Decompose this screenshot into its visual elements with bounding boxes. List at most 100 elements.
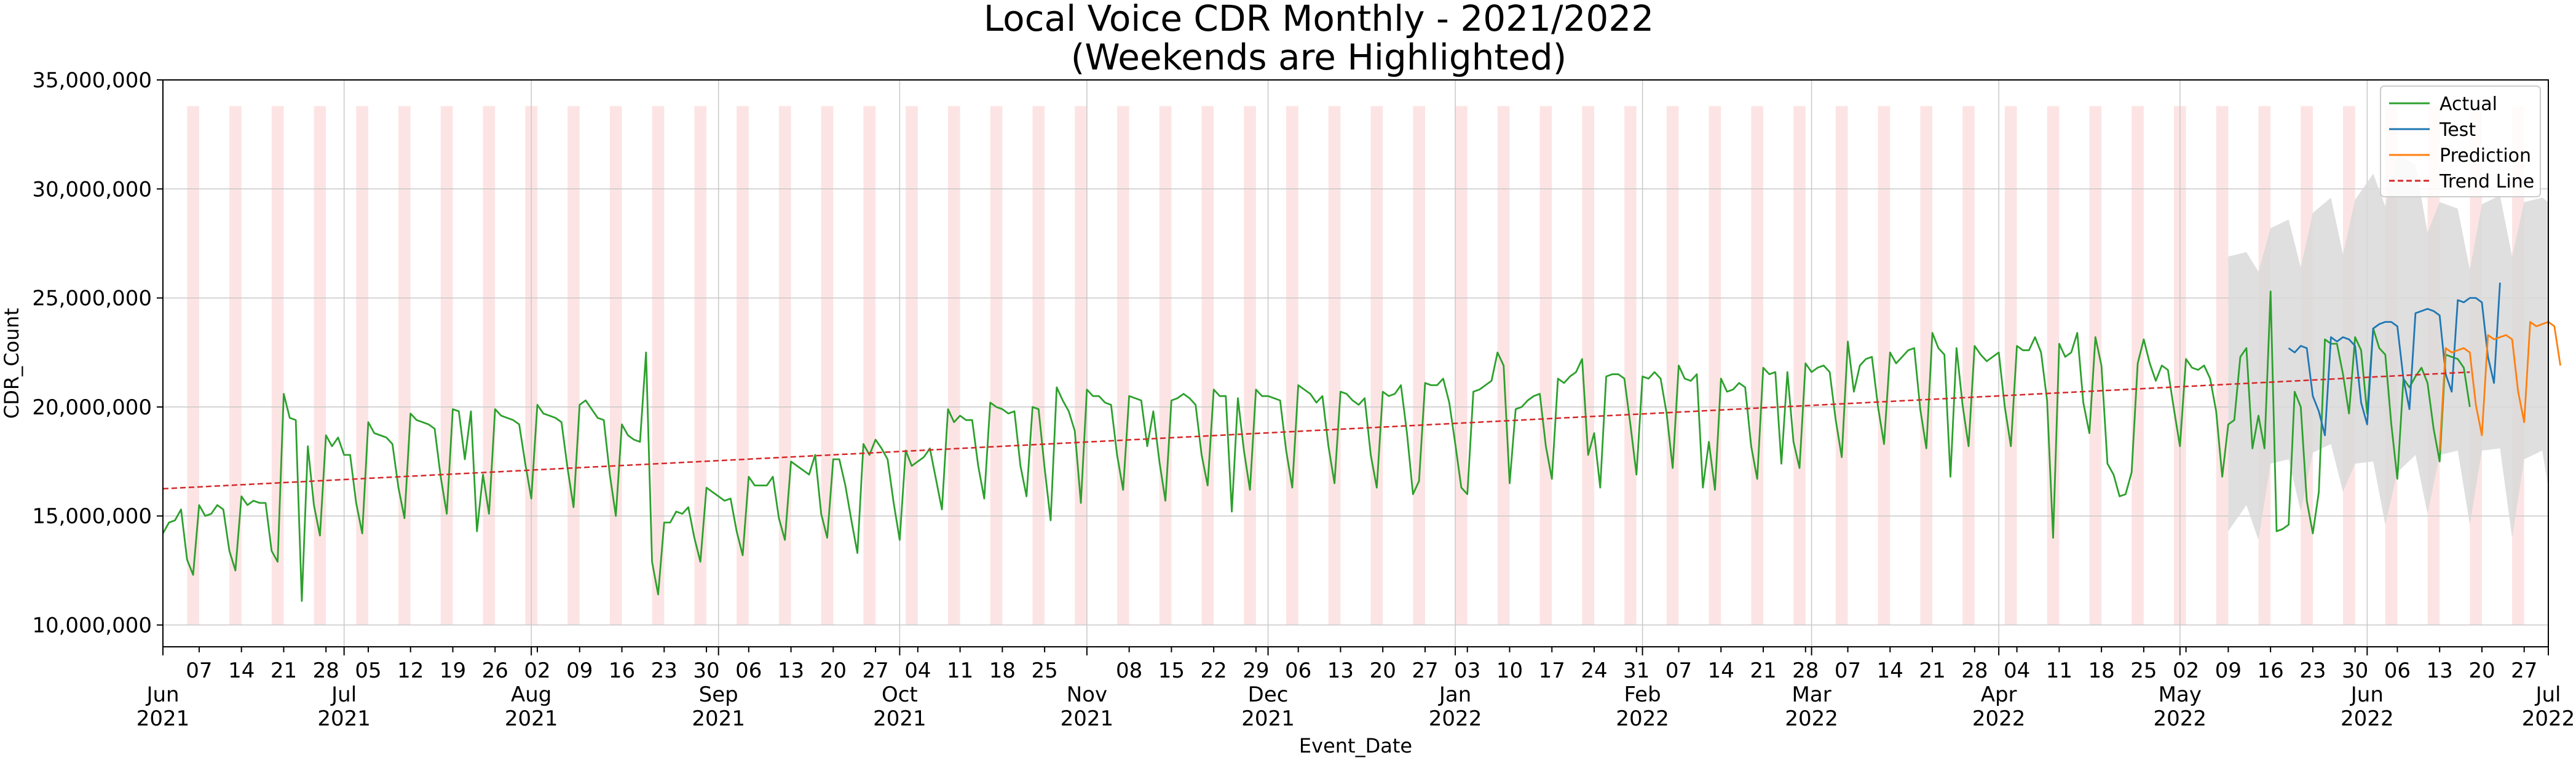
weekend-band [1539, 106, 1552, 625]
x-tick-label: 24 [1581, 658, 1607, 683]
x-tick-label: 02 [2173, 658, 2199, 683]
x-tick-label: 16 [609, 658, 635, 683]
weekend-band [1624, 106, 1637, 625]
weekend-band [1666, 106, 1679, 625]
weekend-band [863, 106, 876, 625]
weekend-band [1582, 106, 1594, 625]
weekend-band [990, 106, 1003, 625]
weekend-band [356, 106, 368, 625]
weekend-band [1455, 106, 1468, 625]
x-tick-label: 25 [1031, 658, 1057, 683]
x-tick-label: Jul [2534, 682, 2561, 707]
series-line-actual [162, 290, 2471, 602]
weekend-band [1244, 106, 1256, 625]
x-tick-label: 15 [1158, 658, 1185, 683]
x-tick-label: 05 [355, 658, 381, 683]
x-tick-label: 2021 [1241, 706, 1295, 731]
x-tick-label: 06 [735, 658, 762, 683]
legend-label: Test [2439, 119, 2476, 141]
weekend-band [1751, 106, 1764, 625]
weekend-band [440, 106, 453, 625]
x-tick-label: Apr [1981, 682, 2017, 707]
weekend-band [567, 106, 580, 625]
y-tick-label: 30,000,000 [32, 177, 152, 202]
weekend-band [1835, 106, 1848, 625]
x-tick-label: 25 [2130, 658, 2157, 683]
x-tick-label: 28 [1961, 658, 1988, 683]
x-tick-label: 23 [651, 658, 678, 683]
x-tick-label: 08 [1116, 658, 1142, 683]
subtitle: (Weekends are Highlighted) [1071, 36, 1567, 78]
series-line-prediction [2438, 321, 2561, 451]
weekend-highlights [187, 106, 2524, 625]
x-tick-label: 29 [1243, 658, 1269, 683]
weekend-band [821, 106, 834, 625]
x-tick-label: 2021 [692, 706, 745, 731]
weekend-band [1920, 106, 1933, 625]
plot-frame [162, 79, 2549, 647]
x-tick-label: 2022 [1785, 706, 1838, 731]
x-tick-label: 12 [397, 658, 424, 683]
x-axis-label: Event_Date [1299, 734, 1412, 757]
x-tick-label: May [2159, 682, 2202, 707]
weekend-band [229, 106, 242, 625]
x-tick-label: 13 [778, 658, 804, 683]
x-tick-label: 14 [1708, 658, 1734, 683]
gridlines [162, 79, 2549, 647]
series-lines [162, 282, 2561, 602]
x-tick-label: 2021 [136, 706, 190, 731]
legend-label: Actual [2440, 93, 2497, 115]
weekend-band [1793, 106, 1806, 625]
title: Local Voice CDR Monthly - 2021/2022 [984, 0, 1654, 39]
x-tick-label: Mar [1792, 682, 1831, 707]
x-tick-label: Aug [511, 682, 551, 707]
weekend-band [947, 106, 960, 625]
x-tick-label: 16 [2258, 658, 2284, 683]
x-tick-label: 20 [1370, 658, 1396, 683]
weekend-band [906, 106, 918, 625]
x-tick-label: 18 [989, 658, 1016, 683]
weekend-band [2089, 106, 2102, 625]
x-tick-label: 13 [1327, 658, 1354, 683]
x-tick-label: 11 [947, 658, 973, 683]
x-tick-label: 27 [862, 658, 888, 683]
x-tick-label: 31 [1623, 658, 1650, 683]
x-tick-label: 21 [1750, 658, 1776, 683]
chart-title: Local Voice CDR Monthly - 2021/2022 (Wee… [984, 0, 1654, 78]
y-tick-label: 25,000,000 [32, 287, 152, 311]
x-tick-label: 2022 [2522, 706, 2575, 731]
x-tick-label: 04 [2004, 658, 2030, 683]
x-tick-label: 07 [1665, 658, 1692, 683]
x-tick-label: 13 [2427, 658, 2453, 683]
weekend-band [314, 106, 326, 625]
x-tick-label: 19 [440, 658, 466, 683]
x-tick-label: Jun [2350, 682, 2384, 707]
weekend-band [1117, 106, 1129, 625]
y-axis: 10,000,000 15,000,000 20,000,000 25,000,000… [32, 68, 163, 638]
x-tick-label: 14 [1877, 658, 1903, 683]
weekend-band [609, 106, 622, 625]
x-tick-label: 22 [1201, 658, 1227, 683]
legend-label: Trend Line [2439, 171, 2534, 192]
x-tick-label: 27 [2511, 658, 2537, 683]
x-tick-label: 30 [693, 658, 719, 683]
weekend-band [1159, 106, 1172, 625]
x-tick-label: Jul [330, 682, 357, 707]
x-tick-label: Jan [1438, 682, 1471, 707]
x-tick-label: 07 [1835, 658, 1861, 683]
x-tick-label: 20 [820, 658, 847, 683]
weekend-band [483, 106, 496, 625]
x-tick-label: 09 [566, 658, 593, 683]
x-tick-label: 2022 [1429, 706, 1482, 731]
x-tick-label: Dec [1248, 682, 1289, 707]
confidence-band [2228, 154, 2548, 540]
x-tick-label: Sep [699, 682, 738, 707]
x-tick-label: Nov [1067, 682, 1107, 707]
weekend-band [1709, 106, 1721, 625]
x-tick-label: 03 [1454, 658, 1480, 683]
x-tick-label: 09 [2215, 658, 2242, 683]
x-tick-label: 2021 [1061, 706, 1114, 731]
x-tick-label: 30 [2342, 658, 2368, 683]
weekend-band [1370, 106, 1383, 625]
